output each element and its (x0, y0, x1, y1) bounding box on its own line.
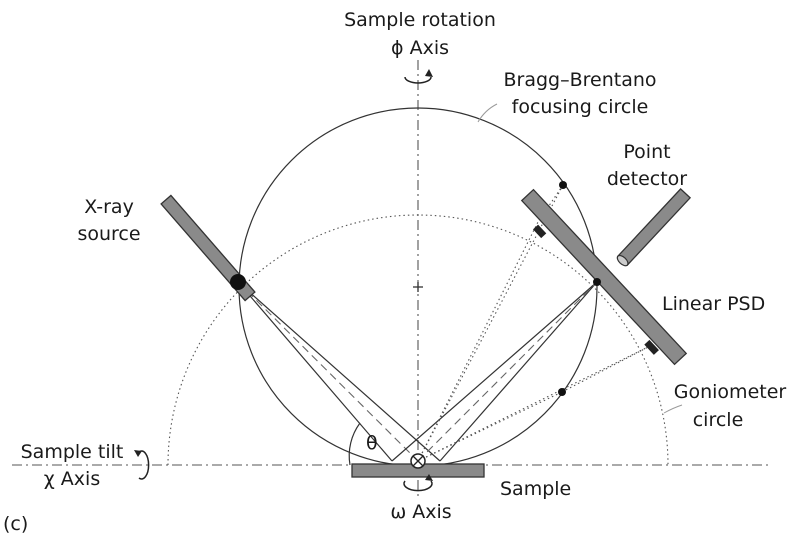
psd-marker-top (532, 224, 547, 239)
incident-beam-edge-1 (237, 281, 393, 462)
sample-label: Sample (500, 478, 571, 500)
xray-source-label-2: source (77, 223, 140, 245)
diffracted-beam-edge-2 (439, 281, 598, 462)
sample-center-cross-2 (412, 455, 424, 467)
omega-axis-label: ω Axis (390, 501, 451, 523)
diffracted-beam-edge-1 (391, 281, 598, 462)
sample-tilt-label: Sample tilt (21, 441, 124, 463)
panel-label: (c) (3, 513, 28, 535)
goniometer-label-1: Goniometer (674, 381, 787, 403)
linear-psd-label: Linear PSD (662, 293, 765, 315)
focusing-circle-label-2: focusing circle (512, 96, 649, 118)
incident-beam-edge-2 (237, 281, 441, 462)
phi-axis-label: ϕ Axis (391, 37, 449, 59)
chi-rotation-icon (134, 450, 150, 480)
xray-source-tube (160, 194, 256, 302)
chi-axis-label: χ Axis (44, 468, 100, 490)
focusing-circle-label-1: Bragg–Brentano (503, 69, 656, 91)
incident-beam-center (237, 281, 419, 462)
omega-rotation-icon (403, 474, 433, 492)
xray-source-label-1: X-ray (84, 196, 134, 218)
goniometer-leader (663, 404, 683, 414)
upper-focus-dot (559, 181, 567, 189)
ray-to-psd-bottom (417, 344, 653, 462)
lower-focus-dot (558, 388, 566, 396)
point-detector-label-1: Point (623, 141, 670, 163)
psd-marker-bottom (644, 339, 659, 355)
focusing-circle-leader (477, 103, 498, 123)
ray-lower-to-psd (561, 344, 653, 393)
goniometer-label-2: circle (693, 409, 744, 431)
point-detector (616, 188, 692, 267)
sample-rotation-label: Sample rotation (344, 9, 496, 31)
diffracted-beam-center (417, 281, 598, 462)
psd-focus-dot (593, 278, 601, 286)
point-detector-label-2: detector (607, 168, 687, 190)
phi-rotation-icon (404, 69, 433, 84)
theta-arc (348, 422, 361, 466)
xray-source-focus (230, 274, 246, 290)
theta-label: θ (366, 432, 378, 454)
ray-to-psd-top (417, 221, 539, 462)
